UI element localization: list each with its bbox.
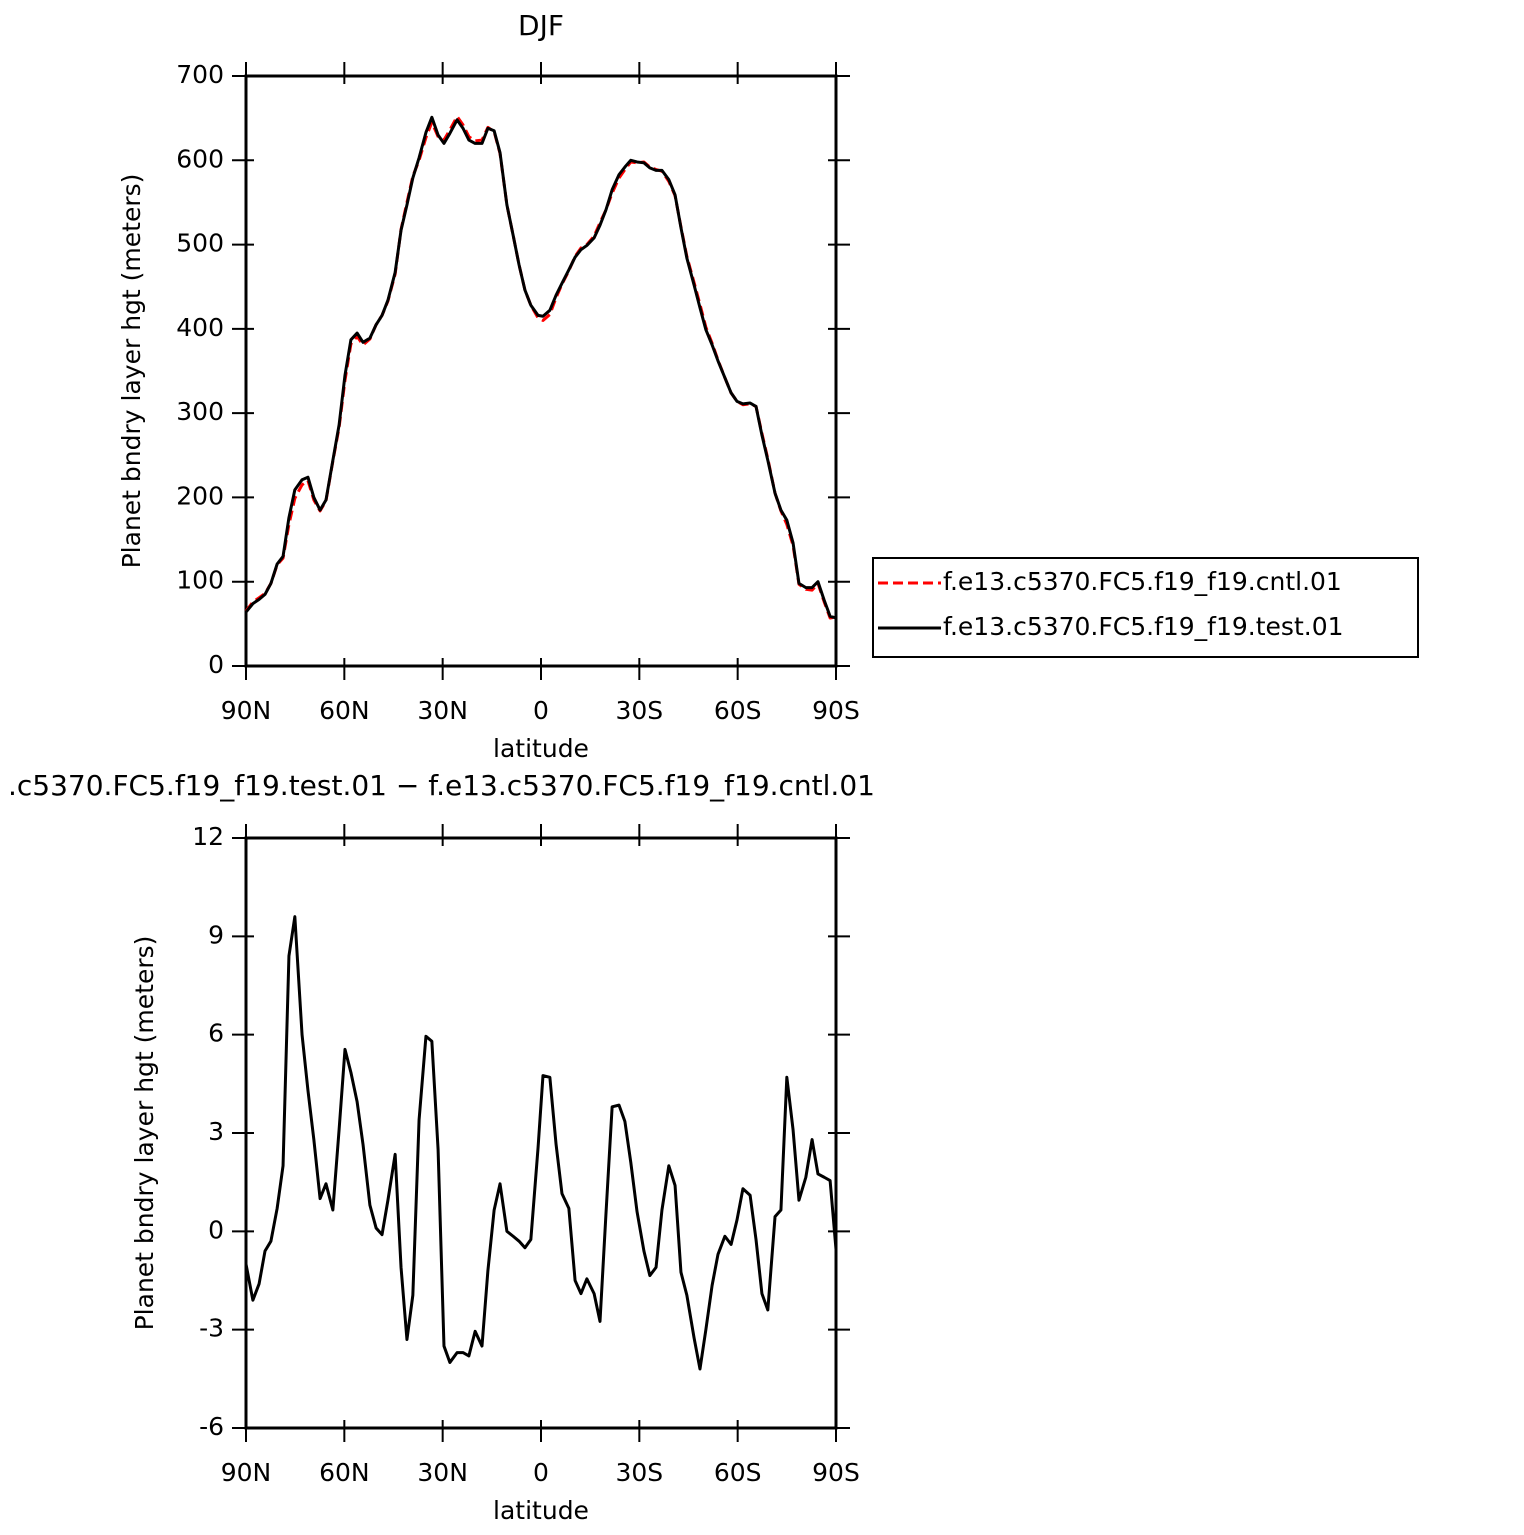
y-tick-label: 0 <box>208 1215 224 1244</box>
x-tick-label: 30S <box>615 696 663 725</box>
data-line <box>244 114 837 620</box>
legend-label: f.e13.c5370.FC5.f19_f19.test.01 <box>943 612 1344 641</box>
x-tick-label: 60N <box>319 1458 370 1487</box>
x-tick-label: 30S <box>615 1458 663 1487</box>
y-tick-label: 600 <box>176 144 224 173</box>
y-tick-label: 700 <box>176 60 224 89</box>
data-line <box>244 915 838 1371</box>
y-tick-label: 200 <box>176 481 224 510</box>
y-tick-label: 0 <box>208 650 224 679</box>
y-tick-label: 12 <box>192 822 224 851</box>
plot-frame <box>244 836 838 1430</box>
legend-label: f.e13.c5370.FC5.f19_f19.cntl.01 <box>943 567 1342 596</box>
y-tick-label: 9 <box>208 920 224 949</box>
x-tick-label: 60S <box>714 1458 762 1487</box>
plot-frame <box>244 74 838 668</box>
y-axis-label: Planet bndry layer hgt (meters) <box>117 174 146 569</box>
x-tick-label: 30N <box>417 696 468 725</box>
y-tick-label: 100 <box>176 566 224 595</box>
x-tick-label: 0 <box>533 1458 549 1487</box>
x-axis-label: latitude <box>493 734 589 763</box>
x-tick-label: 30N <box>417 1458 468 1487</box>
x-axis-label: latitude <box>493 1496 589 1525</box>
y-tick-label: 400 <box>176 313 224 342</box>
x-tick-label: 90N <box>221 696 272 725</box>
y-tick-label: 500 <box>176 229 224 258</box>
x-tick-label: 90N <box>221 1458 272 1487</box>
y-tick-label: 3 <box>208 1117 224 1146</box>
x-tick-label: 60N <box>319 696 370 725</box>
y-tick-label: 300 <box>176 397 224 426</box>
chart-title: DJF <box>518 9 564 42</box>
x-tick-label: 60S <box>714 696 762 725</box>
x-tick-label: 0 <box>533 696 549 725</box>
chart-title: .c5370.FC5.f19_f19.test.01 − f.e13.c5370… <box>8 769 875 802</box>
y-axis-label: Planet bndry layer hgt (meters) <box>130 936 159 1331</box>
y-tick-label: -3 <box>199 1314 224 1343</box>
y-tick-label: 6 <box>208 1019 224 1048</box>
y-tick-label: -6 <box>199 1412 224 1441</box>
x-tick-label: 90S <box>812 1458 860 1487</box>
data-line <box>244 115 837 620</box>
legend-box <box>872 557 1419 658</box>
x-tick-label: 90S <box>812 696 860 725</box>
